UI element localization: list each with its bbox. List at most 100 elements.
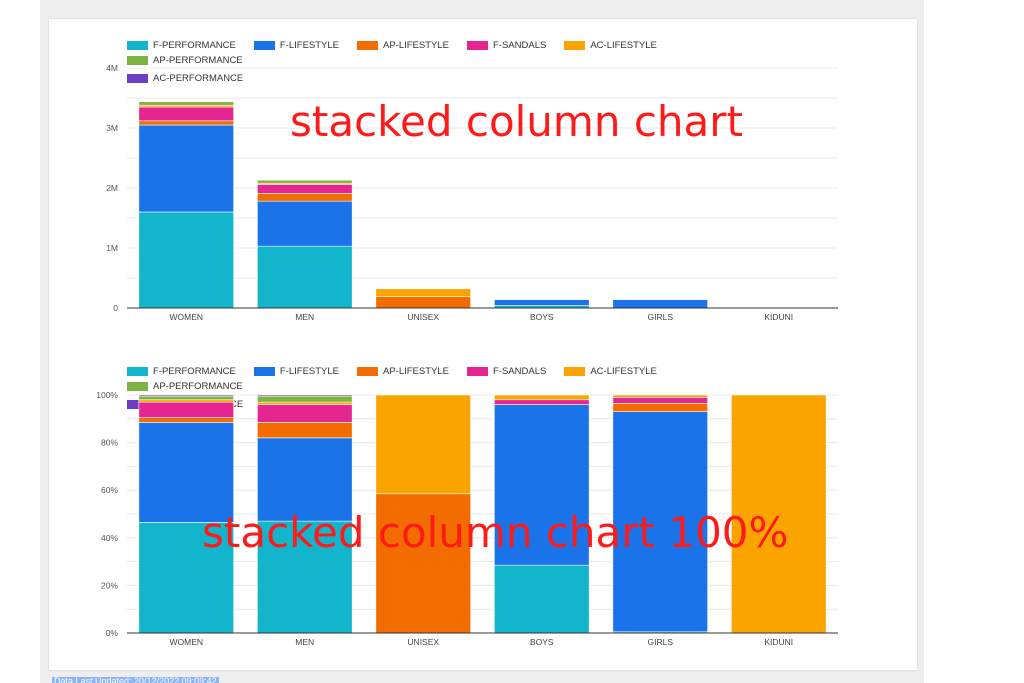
bar-segment[interactable] — [138, 394, 234, 397]
x-tick-label: GIRLS — [647, 637, 673, 647]
legend-item[interactable]: AC-PERFORMANCE — [127, 72, 243, 84]
bar-segment[interactable] — [138, 106, 234, 122]
x-tick-label: MEN — [295, 312, 314, 322]
legend-label: AC-LIFESTYLE — [590, 365, 657, 377]
legend-label: AC-PERFORMANCE — [153, 72, 244, 84]
bar-segment[interactable] — [257, 422, 353, 439]
bar-segment[interactable] — [257, 437, 353, 522]
legend-swatch — [127, 40, 148, 50]
y-tick-label: 0% — [106, 628, 119, 638]
bar-segment[interactable] — [494, 394, 590, 401]
legend-item[interactable]: AC-LIFESTYLE — [564, 365, 657, 377]
annotation-stacked-column: stacked column chart — [290, 97, 743, 146]
legend-swatch — [127, 73, 148, 83]
x-tick-label: UNISEX — [407, 637, 439, 647]
legend-label: AP-LIFESTYLE — [383, 39, 449, 51]
bar-segment[interactable] — [257, 395, 353, 403]
x-tick-label: UNISEX — [407, 312, 439, 322]
legend-item[interactable]: AP-PERFORMANCE — [127, 380, 243, 392]
legend-item[interactable]: F-SANDALS — [467, 365, 546, 377]
bar-segment[interactable] — [494, 299, 590, 306]
legend-item[interactable]: AP-PERFORMANCE — [127, 54, 243, 66]
legend-swatch — [467, 366, 488, 376]
legend-item[interactable]: F-LIFESTYLE — [253, 39, 339, 51]
bar-segment[interactable] — [375, 394, 471, 495]
legend-swatch — [253, 40, 275, 50]
legend-item[interactable]: F-LIFESTYLE — [253, 365, 339, 377]
y-tick-label: 100% — [96, 390, 118, 400]
y-tick-label: 3M — [106, 123, 118, 133]
bar-segment[interactable] — [257, 179, 353, 184]
bar-segment[interactable] — [612, 394, 708, 398]
bar-segment[interactable] — [138, 124, 234, 213]
bar-segment[interactable] — [138, 101, 234, 106]
bar-segment[interactable] — [731, 394, 827, 634]
y-tick-label: 2M — [106, 183, 118, 193]
legend-label: AP-PERFORMANCE — [153, 380, 243, 392]
bar-segment[interactable] — [257, 179, 353, 181]
legend-label: F-LIFESTYLE — [279, 39, 339, 51]
bar-segment[interactable] — [138, 100, 234, 102]
bar-segment[interactable] — [138, 120, 234, 126]
legend-label: F-SANDALS — [493, 365, 547, 377]
bar-segment[interactable] — [257, 245, 353, 309]
bar-segment[interactable] — [138, 395, 234, 401]
legend-label: AP-PERFORMANCE — [153, 54, 243, 66]
y-tick-label: 40% — [101, 533, 118, 543]
legend-swatch — [467, 40, 488, 50]
bar-segment[interactable] — [375, 296, 471, 309]
bar-segment[interactable] — [257, 404, 353, 423]
bar-segment[interactable] — [138, 401, 234, 418]
x-tick-label: MEN — [295, 637, 314, 647]
bar-segment[interactable] — [494, 564, 590, 634]
legend-item[interactable]: AC-LIFESTYLE — [564, 39, 657, 51]
bar-segment[interactable] — [494, 404, 590, 566]
bar-segment[interactable] — [257, 184, 353, 194]
bar-segment[interactable] — [612, 411, 708, 633]
legend-label: AP-LIFESTYLE — [383, 365, 449, 377]
bar-segment[interactable] — [138, 211, 234, 309]
annotation-stacked-column-100: stacked column chart 100% — [202, 508, 789, 557]
legend-label: F-PERFORMANCE — [153, 39, 236, 51]
y-tick-label: 20% — [101, 580, 118, 590]
bar-segment[interactable] — [257, 394, 353, 397]
x-tick-label: BOYS — [530, 637, 554, 647]
y-tick-label: 1M — [106, 243, 118, 253]
y-tick-label: 60% — [101, 485, 118, 495]
bar-segment[interactable] — [612, 403, 708, 412]
bar-segment[interactable] — [257, 200, 353, 247]
legend-item[interactable]: AP-LIFESTYLE — [357, 39, 449, 51]
bar-segment[interactable] — [494, 399, 590, 405]
legend-label: F-PERFORMANCE — [153, 365, 236, 377]
y-tick-label: 80% — [101, 438, 118, 448]
page-margin-left — [0, 0, 40, 683]
bar-segment[interactable] — [138, 399, 234, 403]
legend-swatch — [127, 366, 148, 376]
bar-segment[interactable] — [612, 397, 708, 404]
legend-swatch — [127, 55, 148, 65]
legend-label: AC-LIFESTYLE — [590, 39, 657, 51]
data-last-updated: Data Last Updated: 20/12/2022 09:09:42 — [52, 677, 219, 683]
page-margin-right — [924, 0, 1024, 683]
x-tick-label: BOYS — [530, 312, 554, 322]
legend-swatch — [564, 366, 586, 376]
bar-segment[interactable] — [612, 299, 708, 309]
legend-item[interactable]: F-PERFORMANCE — [127, 39, 236, 51]
legend-label: F-SANDALS — [493, 39, 547, 51]
x-tick-label: WOMEN — [169, 312, 203, 322]
bar-segment[interactable] — [138, 417, 234, 423]
legend-top[interactable]: F-PERFORMANCE F-LIFESTYLE AP-LIFESTYLE F-SA… — [127, 39, 807, 84]
bar-segment[interactable] — [138, 522, 234, 634]
bar-segment[interactable] — [138, 422, 234, 523]
y-tick-label: 0 — [113, 303, 118, 313]
bar-segment[interactable] — [375, 288, 471, 297]
bar-segment[interactable] — [257, 193, 353, 202]
bar-segment[interactable] — [257, 520, 353, 634]
bar-segment[interactable] — [257, 401, 353, 405]
legend-swatch — [357, 366, 378, 376]
legend-item[interactable]: AP-LIFESTYLE — [357, 365, 449, 377]
x-tick-label: KIDUNI — [764, 637, 793, 647]
legend-item[interactable]: F-SANDALS — [467, 39, 546, 51]
legend-item[interactable]: F-PERFORMANCE — [127, 365, 236, 377]
